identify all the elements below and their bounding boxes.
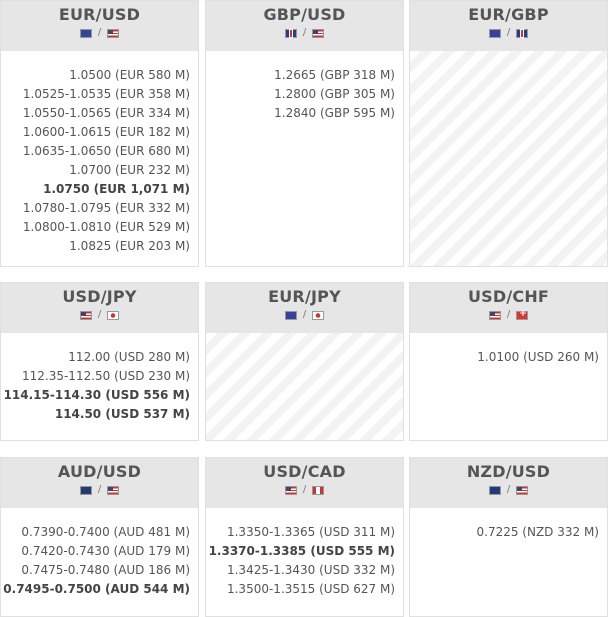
flag-ch-icon bbox=[516, 308, 529, 320]
expiry-level: 1.2840 (GBP 595 M) bbox=[274, 106, 395, 120]
flag-us-icon bbox=[488, 310, 501, 320]
flag-eu-icon bbox=[284, 310, 297, 320]
expiry-level: 1.3425-1.3430 (USD 332 M) bbox=[226, 563, 395, 577]
pair-title: AUD/USD bbox=[57, 462, 142, 481]
expiry-level: 1.0780-1.0795 (EUR 332 M) bbox=[22, 201, 190, 215]
expiry-level: 114.50 (USD 537 M) bbox=[54, 407, 190, 421]
separator: / bbox=[506, 27, 511, 38]
flag-us-icon bbox=[79, 310, 92, 320]
levels-list: 0.7390-0.7400 (AUD 481 M) 0.7420-0.7430 (… bbox=[1, 508, 198, 616]
flag-jp-icon bbox=[312, 310, 325, 320]
expiry-level: 1.3350-1.3365 (USD 311 M) bbox=[226, 525, 395, 539]
pair-header: EUR/JPY / bbox=[206, 283, 403, 333]
flag-eu-icon bbox=[488, 28, 501, 38]
expiry-level: 1.2800 (GBP 305 M) bbox=[274, 87, 395, 101]
flag-us-icon bbox=[284, 485, 297, 495]
pair-header: NZD/USD / bbox=[410, 458, 607, 508]
pair-card-usd-jpy: USD/JPY / 112.00 (USD 280 M) 112.35-112.50 … bbox=[0, 282, 199, 441]
expiry-level: 0.7420-0.7430 (AUD 179 M) bbox=[21, 544, 190, 558]
separator: / bbox=[97, 27, 102, 38]
flag-us-icon bbox=[312, 28, 325, 38]
levels-list bbox=[206, 333, 403, 440]
pair-title: EUR/GBP bbox=[468, 5, 549, 24]
separator: / bbox=[506, 309, 511, 320]
expiry-level: 0.7495-0.7500 (AUD 544 M) bbox=[3, 582, 190, 596]
expiry-level: 1.3500-1.3515 (USD 627 M) bbox=[226, 582, 395, 596]
pair-title: GBP/USD bbox=[263, 5, 346, 24]
levels-list: 1.3350-1.3365 (USD 311 M) 1.3370-1.3385 (… bbox=[206, 508, 403, 616]
pair-title: EUR/USD bbox=[58, 5, 141, 24]
flag-jp-icon bbox=[107, 310, 120, 320]
expiry-level: 1.0525-1.0535 (EUR 358 M) bbox=[22, 87, 190, 101]
flag-us-icon bbox=[107, 28, 120, 38]
pair-title: USD/CAD bbox=[263, 462, 346, 481]
expiry-level: 112.00 (USD 280 M) bbox=[68, 350, 190, 364]
flag-au-icon bbox=[79, 485, 92, 495]
flag-us-icon bbox=[516, 485, 529, 495]
flag-eu-icon bbox=[79, 28, 92, 38]
levels-list: 1.2665 (GBP 318 M) 1.2800 (GBP 305 M) 1.28… bbox=[206, 51, 403, 266]
separator: / bbox=[302, 27, 307, 38]
expiry-level: 1.0750 (EUR 1,071 M) bbox=[43, 182, 190, 196]
expiry-level: 0.7475-0.7480 (AUD 186 M) bbox=[21, 563, 190, 577]
separator: / bbox=[302, 484, 307, 495]
expiry-level: 1.0635-1.0650 (EUR 680 M) bbox=[22, 144, 190, 158]
expiry-level: 1.0600-1.0615 (EUR 182 M) bbox=[22, 125, 190, 139]
pair-card-usd-cad: USD/CAD / 1.3350-1.3365 (USD 311 M) 1.3370-… bbox=[205, 457, 404, 617]
levels-list: 1.0100 (USD 260 M) bbox=[410, 333, 607, 440]
pair-header: EUR/GBP / bbox=[410, 1, 607, 51]
expiry-level: 0.7390-0.7400 (AUD 481 M) bbox=[21, 525, 190, 539]
expiry-level: 1.0500 (EUR 580 M) bbox=[69, 68, 190, 82]
levels-list: 112.00 (USD 280 M) 112.35-112.50 (USD 230… bbox=[1, 333, 198, 440]
pair-header: USD/CHF / bbox=[410, 283, 607, 333]
expiry-level: 114.15-114.30 (USD 556 M) bbox=[3, 388, 190, 402]
pair-title: NZD/USD bbox=[466, 462, 551, 481]
pair-header: USD/CAD / bbox=[206, 458, 403, 508]
flag-nz-icon bbox=[488, 485, 501, 495]
pair-card-nzd-usd: NZD/USD / 0.7225 (NZD 332 M) bbox=[409, 457, 608, 617]
pair-card-aud-usd: AUD/USD / 0.7390-0.7400 (AUD 481 M) 0.7420-… bbox=[0, 457, 199, 617]
pair-title: USD/CHF bbox=[467, 287, 550, 306]
pair-header: GBP/USD / bbox=[206, 1, 403, 51]
levels-list: 1.0500 (EUR 580 M) 1.0525-1.0535 (EUR 358… bbox=[1, 51, 198, 266]
expiry-level: 1.0550-1.0565 (EUR 334 M) bbox=[22, 106, 190, 120]
pair-card-usd-chf: USD/CHF / 1.0100 (USD 260 M) bbox=[409, 282, 608, 441]
pair-card-eur-usd: EUR/USD / 1.0500 (EUR 580 M) 1.0525-1.0535 … bbox=[0, 0, 199, 267]
levels-list: 0.7225 (NZD 332 M) bbox=[410, 508, 607, 616]
expiry-level: 1.0825 (EUR 203 M) bbox=[69, 239, 190, 253]
expiry-level: 112.35-112.50 (USD 230 M) bbox=[21, 369, 190, 383]
pair-header: EUR/USD / bbox=[1, 1, 198, 51]
pair-card-eur-gbp: EUR/GBP / bbox=[409, 0, 608, 267]
pair-header: USD/JPY / bbox=[1, 283, 198, 333]
pair-card-eur-jpy: EUR/JPY / bbox=[205, 282, 404, 441]
flag-gb-icon bbox=[516, 28, 529, 38]
pair-title: EUR/JPY bbox=[268, 287, 341, 306]
flag-us-icon bbox=[107, 485, 120, 495]
separator: / bbox=[302, 309, 307, 320]
expiry-level: 1.3370-1.3385 (USD 555 M) bbox=[208, 544, 395, 558]
levels-list bbox=[410, 51, 607, 266]
flag-gb-icon bbox=[284, 28, 297, 38]
expiry-level: 1.0700 (EUR 232 M) bbox=[69, 163, 190, 177]
separator: / bbox=[97, 484, 102, 495]
pair-header: AUD/USD / bbox=[1, 458, 198, 508]
expiry-level: 1.0800-1.0810 (EUR 529 M) bbox=[22, 220, 190, 234]
pair-title: USD/JPY bbox=[62, 287, 137, 306]
expiry-level: 1.2665 (GBP 318 M) bbox=[274, 68, 395, 82]
separator: / bbox=[97, 309, 102, 320]
separator: / bbox=[506, 484, 511, 495]
flag-ca-icon bbox=[312, 485, 325, 495]
expiry-level: 0.7225 (NZD 332 M) bbox=[476, 525, 600, 539]
pair-card-gbp-usd: GBP/USD / 1.2665 (GBP 318 M) 1.2800 (GBP 30… bbox=[205, 0, 404, 267]
expiry-level: 1.0100 (USD 260 M) bbox=[477, 350, 599, 364]
